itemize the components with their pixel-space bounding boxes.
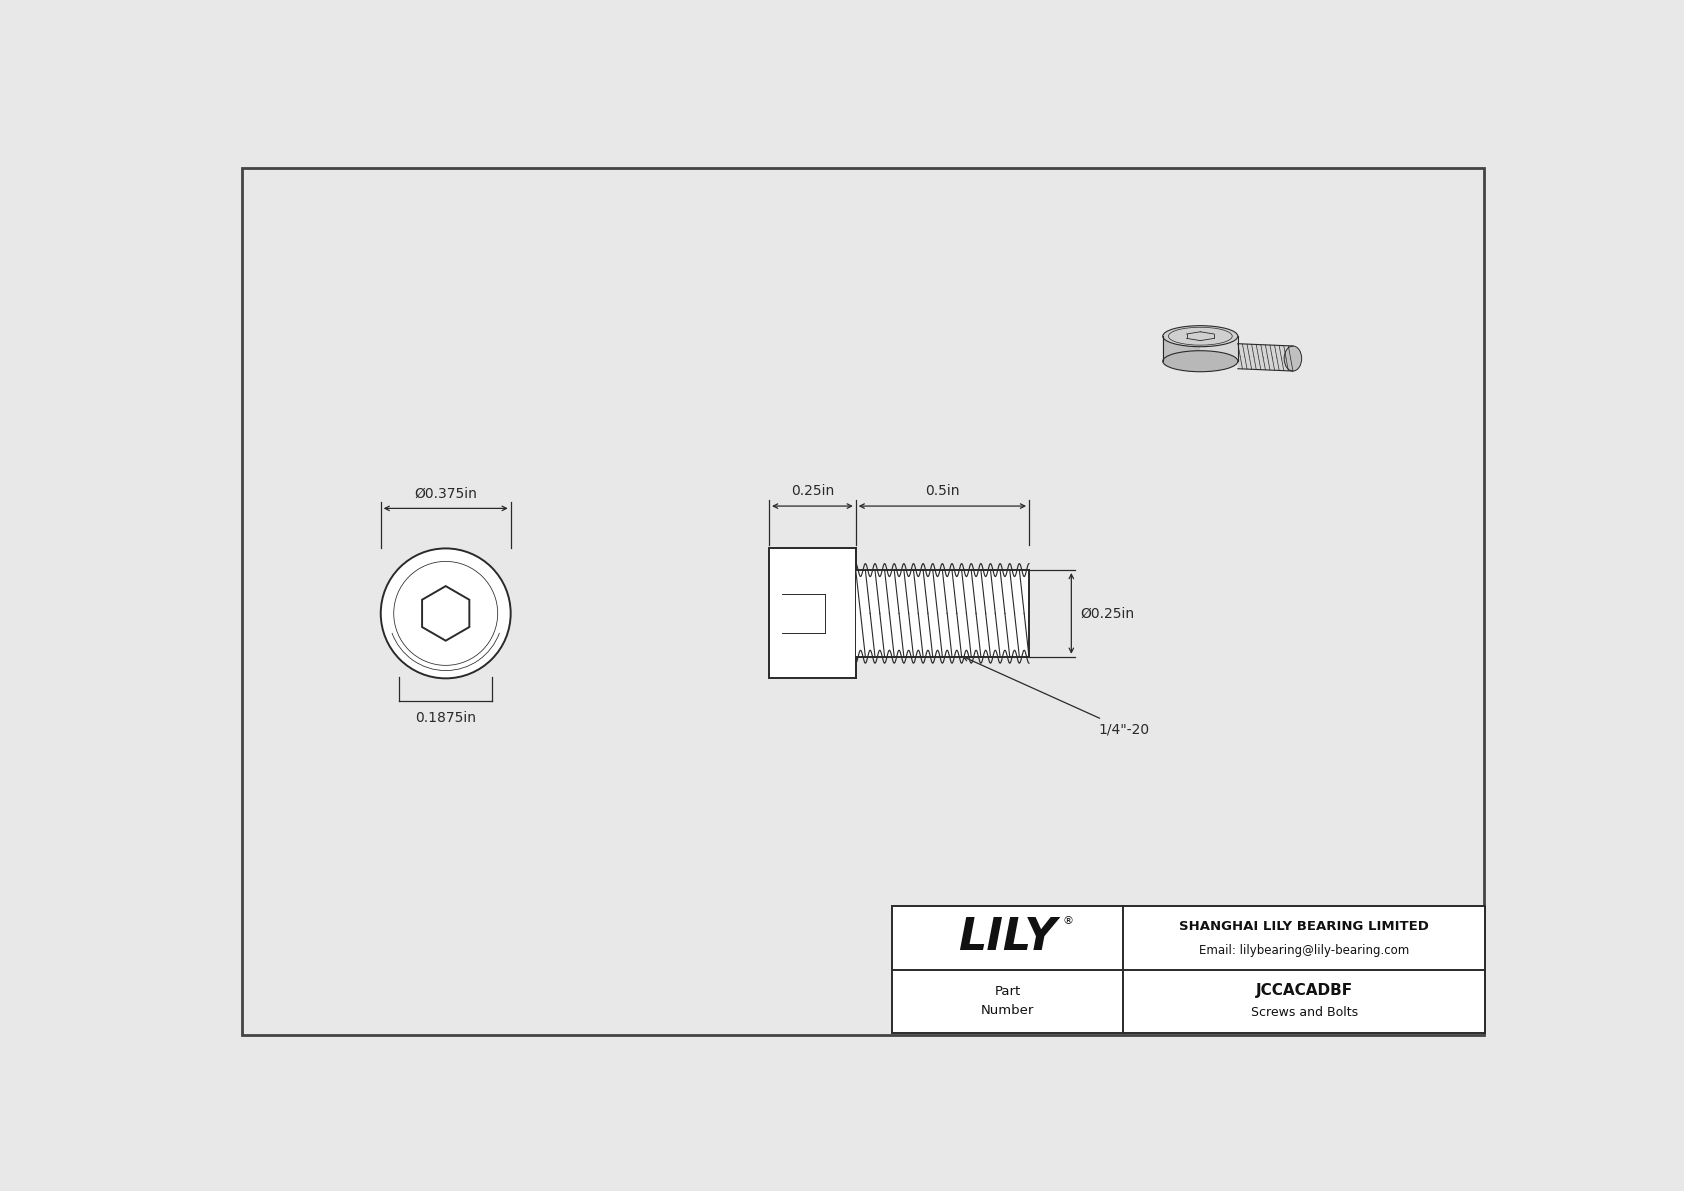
Bar (855, 570, 1029, 656)
Text: 0.1875in: 0.1875in (416, 711, 477, 725)
Text: ®: ® (1063, 916, 1073, 925)
Text: Screws and Bolts: Screws and Bolts (1251, 1006, 1357, 1019)
Ellipse shape (1162, 350, 1238, 372)
Polygon shape (1201, 336, 1238, 361)
Text: Email: lilybearing@lily-bearing.com: Email: lilybearing@lily-bearing.com (1199, 943, 1410, 956)
Text: Ø0.375in: Ø0.375in (414, 487, 477, 500)
Text: LILY: LILY (958, 916, 1058, 959)
Text: 1/4"-20: 1/4"-20 (963, 656, 1150, 736)
Circle shape (381, 548, 510, 679)
Text: JCCACADBF: JCCACADBF (1256, 983, 1352, 998)
Polygon shape (1238, 344, 1293, 372)
Polygon shape (1162, 336, 1201, 361)
Ellipse shape (1285, 347, 1302, 372)
Bar (770, 548, 855, 679)
Bar (893, 906, 1485, 1033)
Text: Part
Number: Part Number (982, 985, 1034, 1017)
Text: Ø0.25in: Ø0.25in (1081, 606, 1135, 621)
Ellipse shape (1162, 325, 1238, 347)
Text: 0.25in: 0.25in (791, 485, 834, 498)
Text: 0.5in: 0.5in (925, 485, 960, 498)
Polygon shape (423, 586, 470, 641)
Text: SHANGHAI LILY BEARING LIMITED: SHANGHAI LILY BEARING LIMITED (1179, 919, 1430, 933)
